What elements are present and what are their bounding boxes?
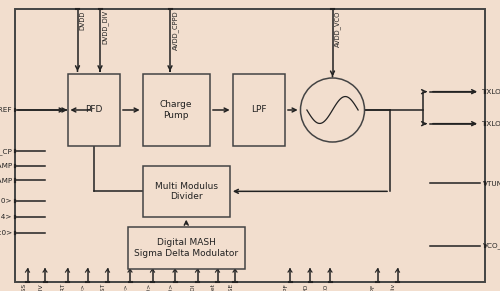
Bar bbox=[68, 74, 120, 146]
Bar bbox=[128, 227, 245, 269]
Text: PFD: PFD bbox=[85, 105, 102, 114]
Text: SDM_DFT_SDI: SDM_DFT_SDI bbox=[190, 283, 196, 291]
Bar bbox=[142, 74, 210, 146]
Text: RTUNE<3:0>: RTUNE<3:0> bbox=[0, 230, 12, 236]
Text: PLL_CFG<7:0>: PLL_CFG<7:0> bbox=[146, 283, 151, 291]
Bar bbox=[232, 74, 285, 146]
Text: EN_CPAMP: EN_CPAMP bbox=[0, 177, 12, 184]
Bar bbox=[142, 166, 230, 217]
Text: IREF_CP: IREF_CP bbox=[0, 148, 12, 155]
Text: TXLOP: TXLOP bbox=[482, 89, 500, 95]
Text: PLL_OFFSET<4:0>: PLL_OFFSET<4:0> bbox=[123, 283, 128, 291]
Text: SDM_SE: SDM_SE bbox=[228, 283, 234, 291]
Text: AVDD_CPPD: AVDD_CPPD bbox=[172, 10, 179, 50]
Text: CT_CTRL<7:0>: CT_CTRL<7:0> bbox=[80, 283, 86, 291]
Text: DVDD: DVDD bbox=[80, 10, 86, 30]
Text: AVSS_LPF: AVSS_LPF bbox=[283, 283, 288, 291]
Text: GR_div: GR_div bbox=[390, 283, 396, 291]
Text: VTUNE_cxt: VTUNE_cxt bbox=[482, 180, 500, 187]
Text: IB_CPAMP: IB_CPAMP bbox=[0, 162, 12, 169]
Text: GR_LPF: GR_LPF bbox=[370, 283, 376, 291]
Text: AVDD_VCO: AVDD_VCO bbox=[334, 10, 341, 47]
Text: AVSS_VCO: AVSS_VCO bbox=[323, 283, 328, 291]
Text: CPSET<15:0>: CPSET<15:0> bbox=[0, 198, 12, 204]
Text: DVSS_DIV: DVSS_DIV bbox=[38, 283, 44, 291]
Text: TXLOM: TXLOM bbox=[482, 121, 500, 127]
Text: AVSS_CPPD: AVSS_CPPD bbox=[303, 283, 308, 291]
Text: LPF: LPF bbox=[251, 105, 266, 114]
Text: VCO_CAL_RST: VCO_CAL_RST bbox=[100, 283, 106, 291]
Text: DVDD_DIV: DVDD_DIV bbox=[102, 10, 109, 44]
Text: CAPBANK<4>: CAPBANK<4> bbox=[0, 214, 12, 220]
Text: VCO_CAL_DONE: VCO_CAL_DONE bbox=[482, 242, 500, 249]
Text: DVSS: DVSS bbox=[21, 283, 26, 291]
Text: CKREF: CKREF bbox=[0, 107, 12, 113]
Text: Digital MASH
Sigma Delta Modulator: Digital MASH Sigma Delta Modulator bbox=[134, 238, 238, 258]
Text: SDM_reset: SDM_reset bbox=[210, 283, 216, 291]
Text: VCO_CAL_INVERT: VCO_CAL_INVERT bbox=[60, 283, 66, 291]
Text: Multi Modulus
Divider: Multi Modulus Divider bbox=[154, 182, 218, 201]
Text: PLL_N<19:0>: PLL_N<19:0> bbox=[168, 283, 173, 291]
Text: Charge
Pump: Charge Pump bbox=[160, 100, 192, 120]
